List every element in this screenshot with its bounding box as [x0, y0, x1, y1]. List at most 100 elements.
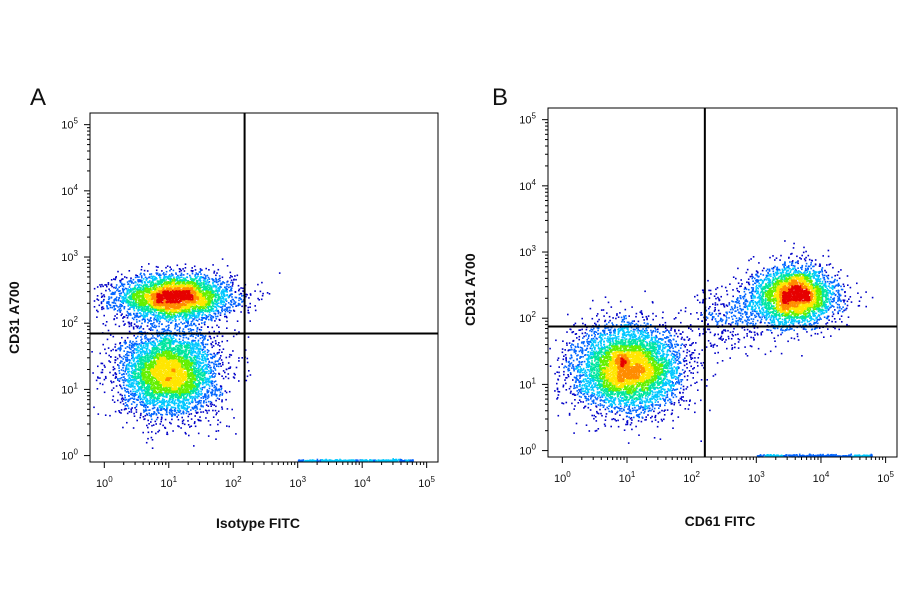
- event-point: [227, 367, 230, 370]
- event-point: [223, 305, 226, 307]
- event-point: [230, 293, 232, 295]
- event-point: [215, 290, 217, 292]
- event-point: [113, 293, 115, 296]
- event-point: [224, 310, 227, 313]
- event-point: [188, 347, 190, 349]
- event-point: [144, 360, 147, 363]
- event-point: [152, 383, 154, 386]
- event-point: [218, 293, 220, 296]
- event-point: [215, 388, 217, 390]
- event-point: [115, 286, 117, 288]
- event-point: [191, 369, 193, 371]
- event-point: [162, 338, 165, 341]
- event-point: [193, 282, 196, 285]
- event-point: [142, 404, 144, 406]
- event-point: [147, 307, 149, 309]
- event-point: [168, 318, 170, 321]
- event-point: [226, 294, 228, 297]
- event-point: [254, 305, 256, 307]
- event-point: [197, 390, 200, 393]
- event-point: [124, 380, 127, 382]
- event-point: [100, 371, 103, 374]
- event-point: [165, 413, 167, 416]
- event-point: [191, 360, 193, 362]
- event-point: [238, 360, 240, 362]
- event-point: [399, 458, 402, 461]
- event-point: [180, 272, 183, 275]
- event-point: [208, 286, 211, 289]
- event-point: [388, 459, 391, 462]
- event-point: [129, 385, 132, 388]
- event-point: [129, 308, 131, 310]
- event-point: [99, 284, 101, 286]
- event-point: [164, 277, 166, 279]
- event-point: [220, 385, 223, 388]
- event-point: [148, 386, 151, 389]
- event-point: [128, 323, 131, 325]
- event-point: [122, 278, 124, 280]
- event-point: [124, 378, 126, 380]
- event-point: [180, 395, 182, 397]
- event-point: [124, 300, 127, 303]
- event-point: [206, 377, 209, 380]
- event-point: [163, 348, 166, 350]
- event-point: [148, 394, 151, 397]
- event-point: [188, 344, 190, 347]
- event-point: [151, 394, 154, 396]
- event-point: [182, 400, 184, 402]
- event-point: [152, 335, 154, 337]
- event-point: [167, 316, 170, 318]
- event-point: [193, 354, 196, 357]
- event-point: [216, 290, 218, 292]
- event-point: [219, 393, 221, 396]
- event-point: [119, 401, 122, 404]
- event-point: [137, 308, 139, 311]
- event-point: [162, 398, 164, 400]
- event-point: [351, 459, 353, 462]
- event-point: [217, 268, 220, 271]
- event-point: [118, 297, 120, 299]
- event-point: [202, 370, 204, 373]
- event-point: [166, 334, 168, 337]
- event-point: [195, 334, 198, 336]
- event-point: [177, 418, 180, 421]
- event-point: [121, 336, 123, 339]
- event-point: [229, 271, 232, 274]
- event-point: [137, 349, 139, 352]
- event-point: [121, 345, 124, 347]
- event-point: [206, 316, 209, 318]
- event-point: [132, 371, 135, 373]
- event-point: [178, 268, 181, 270]
- event-point: [189, 359, 191, 361]
- event-point: [132, 372, 135, 375]
- event-point: [187, 390, 189, 392]
- event-point: [211, 391, 214, 393]
- event-point: [206, 310, 209, 313]
- event-point: [207, 283, 209, 286]
- event-point: [249, 320, 251, 322]
- event-point: [147, 354, 149, 357]
- event-point: [210, 361, 212, 364]
- event-point: [203, 337, 206, 340]
- event-point: [206, 389, 209, 391]
- event-point: [129, 291, 132, 293]
- event-point: [189, 346, 191, 348]
- event-point: [147, 308, 150, 310]
- event-point: [128, 368, 130, 371]
- event-point: [147, 400, 149, 403]
- event-point: [222, 348, 225, 350]
- event-point: [177, 351, 179, 353]
- event-point: [261, 294, 264, 297]
- event-point: [113, 286, 115, 289]
- event-point: [156, 407, 159, 409]
- event-point: [181, 420, 184, 423]
- event-point: [162, 393, 165, 396]
- event-point: [154, 390, 157, 392]
- event-point: [181, 274, 183, 276]
- event-point: [135, 405, 138, 408]
- event-point: [225, 287, 227, 290]
- event-point: [135, 366, 137, 368]
- event-point: [197, 394, 200, 397]
- event-point: [143, 362, 145, 365]
- event-point: [119, 285, 122, 287]
